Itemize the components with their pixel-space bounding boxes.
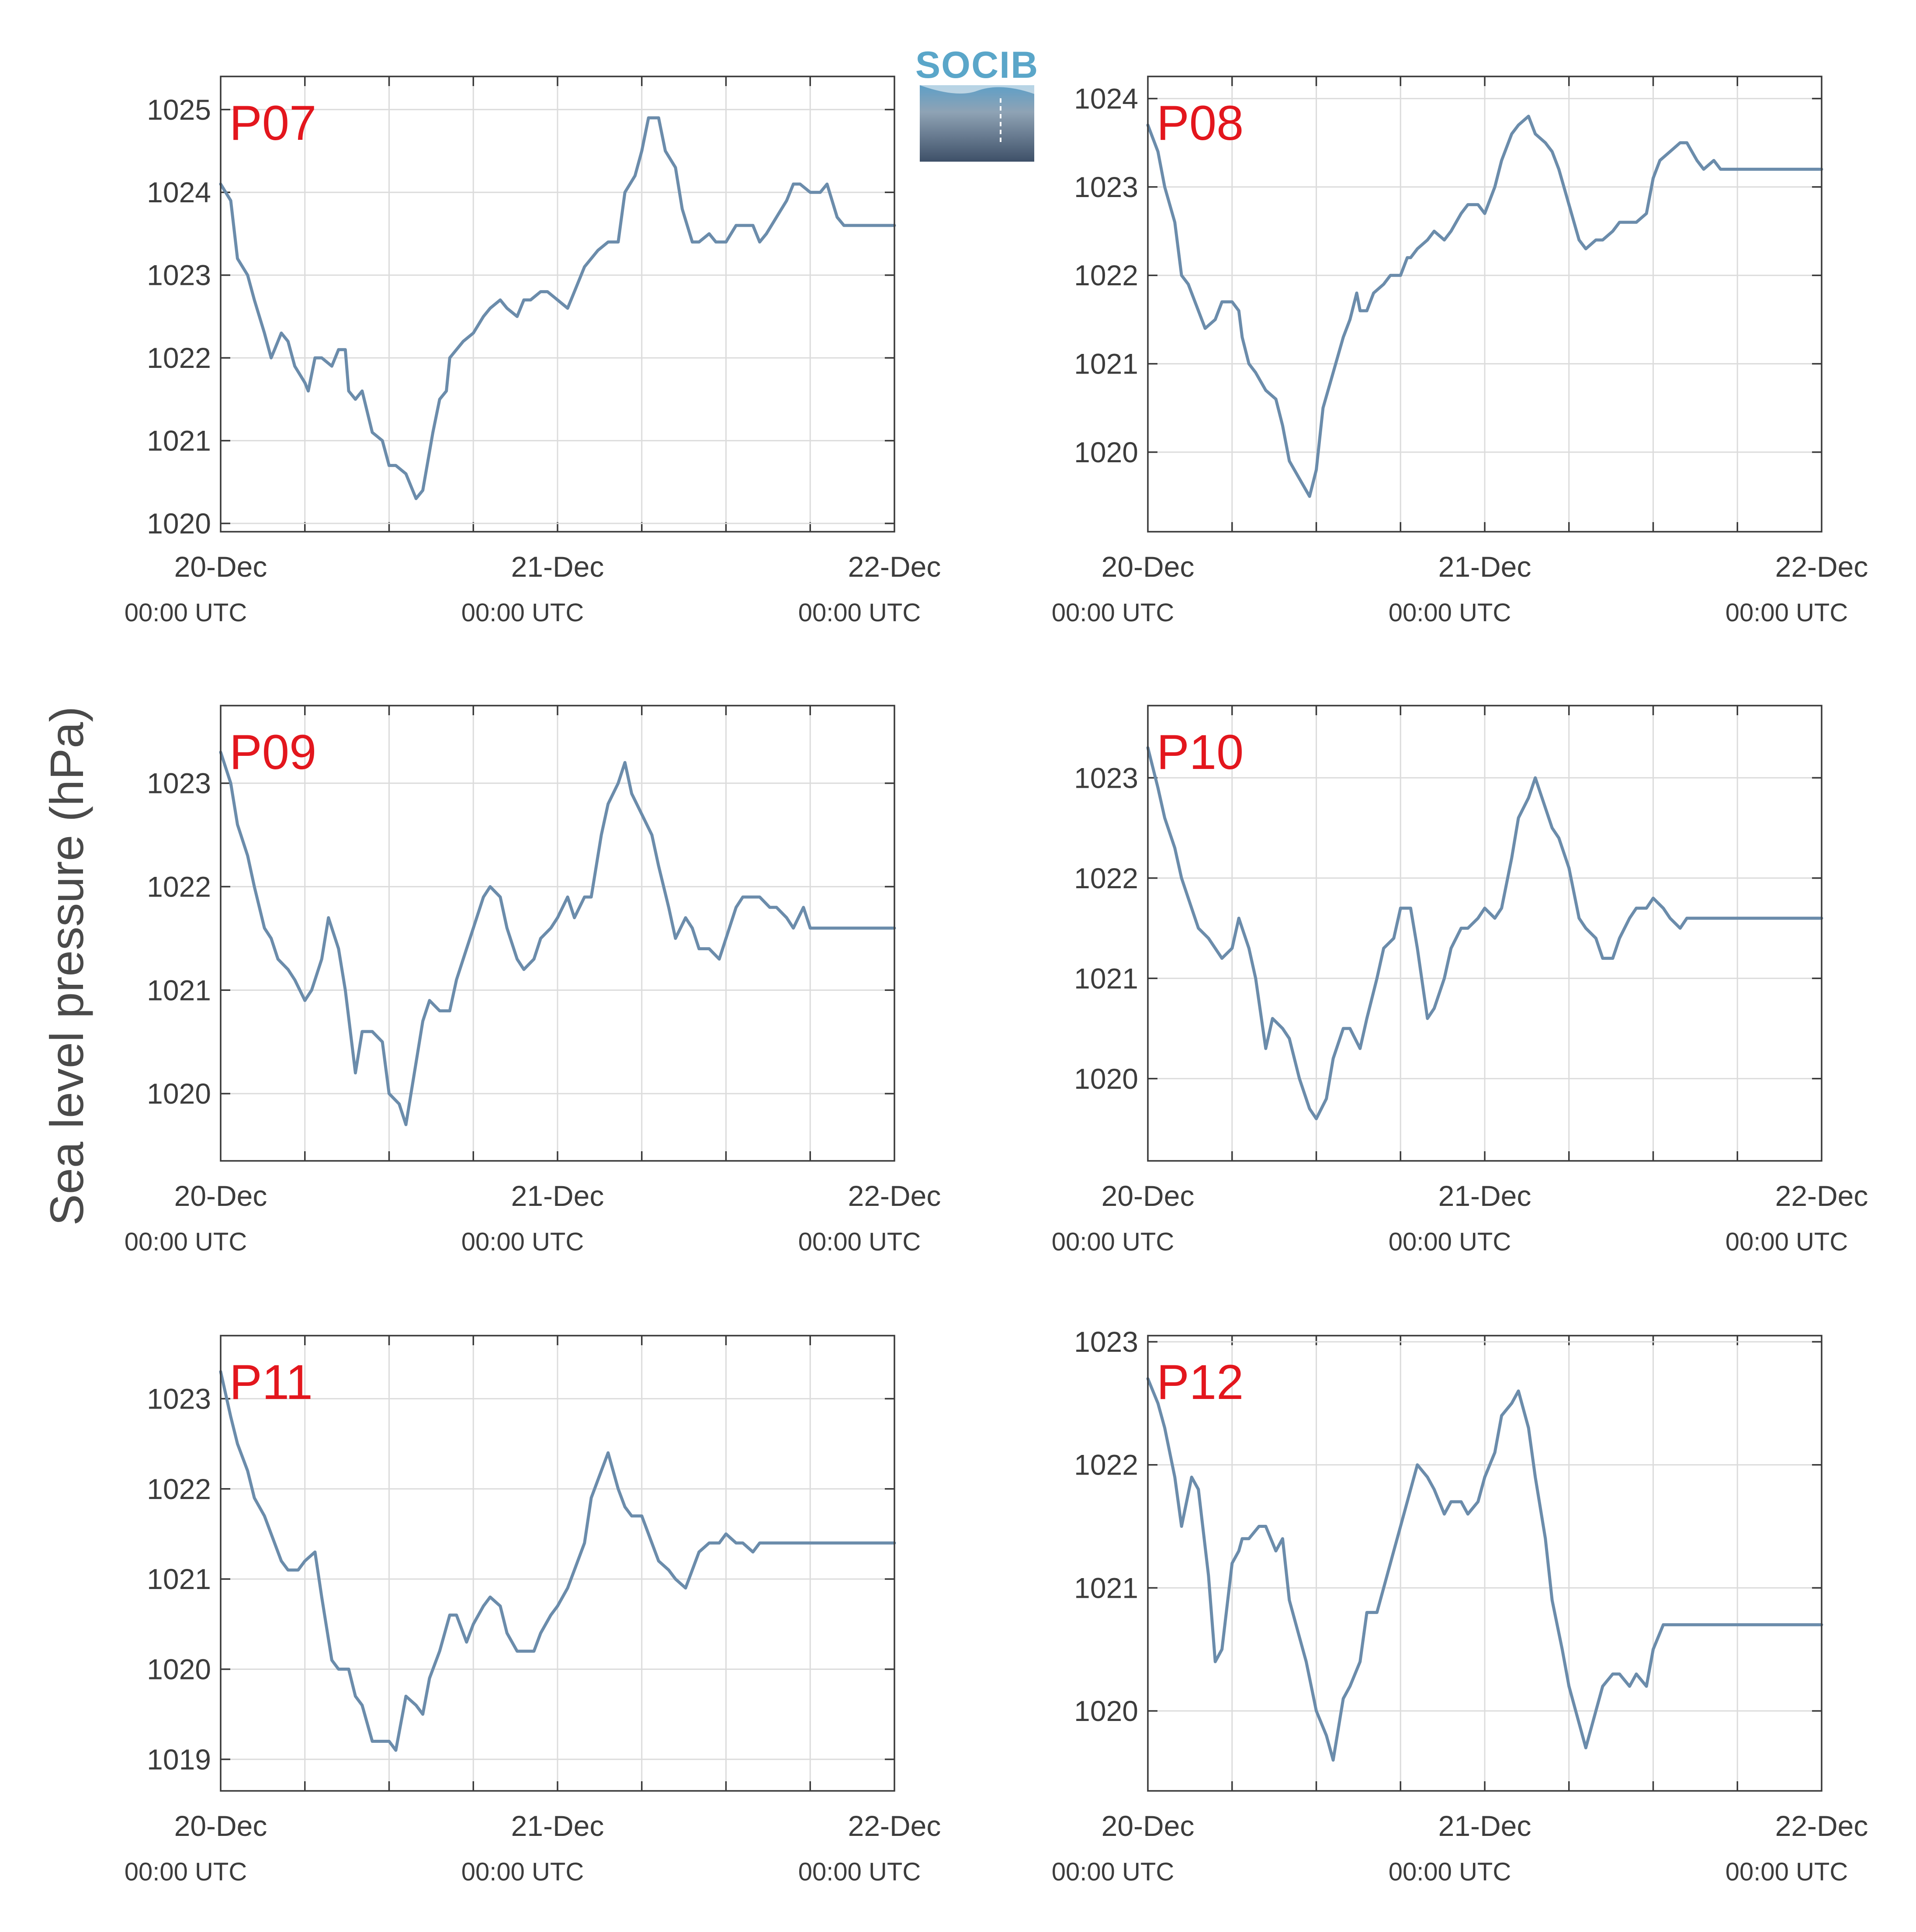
panel-title: P07 <box>229 96 316 150</box>
plot-frame <box>1147 76 1822 533</box>
x-tick-sublabel: 00:00 UTC <box>125 1228 247 1256</box>
x-tick-sublabel: 00:00 UTC <box>798 599 921 627</box>
y-tick-label: 1019 <box>147 1743 211 1776</box>
y-tick-label: 1021 <box>1074 1572 1138 1604</box>
y-tick-label: 1024 <box>147 176 211 208</box>
pressure-series-line <box>219 1370 896 1752</box>
panel-p12: 1020 1021 1022 1023 20-Dec 00:00 UTC 21-Dec 00:… <box>1052 1326 1868 1886</box>
x-tick-label: 20-Dec <box>174 1180 267 1212</box>
x-tick-sublabel: 00:00 UTC <box>1052 1228 1174 1256</box>
y-tick-label: 1022 <box>147 870 211 903</box>
y-tick-label: 1021 <box>147 1563 211 1595</box>
x-tick-label: 20-Dec <box>1102 1180 1195 1212</box>
x-tick-label: 20-Dec <box>174 551 267 583</box>
y-tick-label: 1020 <box>1074 436 1138 468</box>
x-tick-label: 22-Dec <box>848 551 941 583</box>
x-tick-label: 21-Dec <box>511 551 604 583</box>
panel-title: P11 <box>229 1355 313 1409</box>
y-tick-label: 1024 <box>1074 83 1138 115</box>
y-tick-label: 1023 <box>1074 171 1138 203</box>
x-tick-sublabel: 00:00 UTC <box>1052 1858 1174 1886</box>
x-tick-label: 21-Dec <box>1438 1180 1531 1212</box>
y-tick-label: 1020 <box>147 507 211 540</box>
socib-logo-mark <box>920 85 1034 162</box>
socib-logo-text: SOCIB <box>915 44 1039 86</box>
x-tick-label: 21-Dec <box>1438 551 1531 583</box>
y-tick-label: 1021 <box>1074 348 1138 380</box>
y-tick-label: 1021 <box>147 974 211 1006</box>
y-tick-label: 1022 <box>1074 259 1138 291</box>
y-tick-label: 1020 <box>1074 1695 1138 1727</box>
y-tick-label: 1023 <box>1074 1326 1138 1358</box>
pressure-series-line <box>1146 746 1823 1121</box>
plot-frame <box>220 1335 895 1792</box>
plot-frame <box>220 705 895 1162</box>
y-tick-label: 1023 <box>147 1382 211 1415</box>
x-tick-label: 22-Dec <box>1775 1180 1868 1212</box>
panel-p09: 1020 1021 1022 1023 20-Dec 00:00 UTC 21-Dec 00:… <box>125 705 941 1256</box>
x-tick-sublabel: 00:00 UTC <box>1389 1858 1511 1886</box>
x-tick-sublabel: 00:00 UTC <box>1389 1228 1511 1256</box>
plot-frame <box>220 76 895 533</box>
x-tick-sublabel: 00:00 UTC <box>125 599 247 627</box>
panel-title: P10 <box>1157 725 1244 779</box>
y-tick-label: 1022 <box>1074 1449 1138 1481</box>
y-tick-label: 1020 <box>1074 1063 1138 1095</box>
x-tick-sublabel: 00:00 UTC <box>461 599 584 627</box>
plot-frame <box>1147 705 1822 1162</box>
y-tick-label: 1020 <box>147 1077 211 1110</box>
y-tick-label: 1023 <box>147 767 211 800</box>
y-tick-label: 1023 <box>1074 762 1138 794</box>
socib-logo: SOCIB <box>915 44 1039 162</box>
panel-title: P09 <box>229 725 316 779</box>
y-tick-label: 1020 <box>147 1653 211 1685</box>
y-tick-label: 1021 <box>1074 962 1138 994</box>
socib-logo-wave <box>920 85 1034 94</box>
x-tick-label: 22-Dec <box>848 1180 941 1212</box>
panel-p07: 1020 1021 1022 1023 1024 1025 20-Dec 00:00 UTC 2… <box>125 76 941 627</box>
y-tick-label: 1022 <box>147 342 211 374</box>
panel-title: P08 <box>1157 96 1244 150</box>
x-tick-sublabel: 00:00 UTC <box>125 1858 247 1886</box>
y-tick-label: 1022 <box>1074 862 1138 894</box>
x-tick-sublabel: 00:00 UTC <box>1725 1228 1848 1256</box>
y-tick-label: 1025 <box>147 93 211 126</box>
pressure-series-line <box>1146 1377 1823 1762</box>
x-tick-label: 20-Dec <box>1102 1810 1195 1842</box>
x-tick-label: 22-Dec <box>1775 551 1868 583</box>
x-tick-sublabel: 00:00 UTC <box>798 1228 921 1256</box>
x-tick-sublabel: 00:00 UTC <box>461 1858 584 1886</box>
pressure-series-line <box>219 751 896 1126</box>
y-tick-label: 1023 <box>147 259 211 291</box>
y-tick-label: 1021 <box>147 425 211 457</box>
panel-p08: 1020 1021 1022 1023 1024 20-Dec 00:00 UTC 21-De… <box>1052 76 1868 627</box>
y-axis-label: Sea level pressure (hPa) <box>40 706 93 1226</box>
x-tick-label: 20-Dec <box>174 1810 267 1842</box>
x-tick-label: 21-Dec <box>511 1180 604 1212</box>
x-tick-sublabel: 00:00 UTC <box>461 1228 584 1256</box>
x-tick-label: 22-Dec <box>848 1810 941 1842</box>
plot-frame <box>1147 1335 1822 1792</box>
panel-p11: 1019 1020 1021 1022 1023 20-Dec 00:00 UTC 21-De… <box>125 1335 941 1886</box>
x-tick-label: 22-Dec <box>1775 1810 1868 1842</box>
x-tick-sublabel: 00:00 UTC <box>1052 599 1174 627</box>
x-tick-label: 20-Dec <box>1102 551 1195 583</box>
x-tick-sublabel: 00:00 UTC <box>1725 1858 1848 1886</box>
x-tick-sublabel: 00:00 UTC <box>1725 599 1848 627</box>
y-tick-label: 1022 <box>147 1473 211 1505</box>
pressure-series-line <box>1146 114 1823 498</box>
x-tick-sublabel: 00:00 UTC <box>1389 599 1511 627</box>
pressure-series-line <box>219 116 896 500</box>
panel-title: P12 <box>1157 1355 1244 1409</box>
x-tick-label: 21-Dec <box>511 1810 604 1842</box>
panel-p10: 1020 1021 1022 1023 20-Dec 00:00 UTC 21-Dec 00:… <box>1052 705 1868 1256</box>
x-tick-sublabel: 00:00 UTC <box>798 1858 921 1886</box>
x-tick-label: 21-Dec <box>1438 1810 1531 1842</box>
